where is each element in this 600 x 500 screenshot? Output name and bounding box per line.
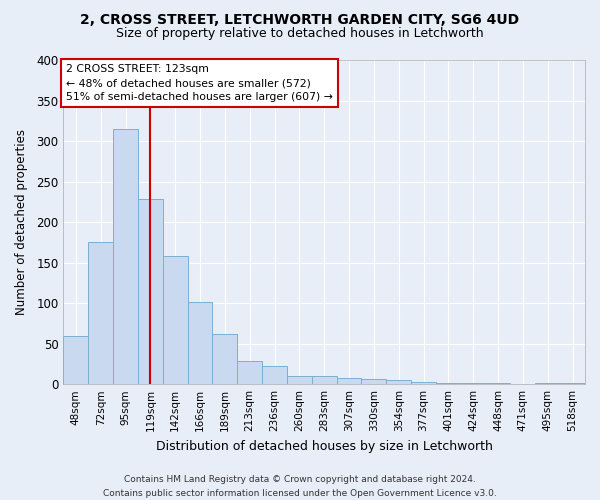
Bar — [262, 366, 287, 384]
Bar — [64, 336, 88, 384]
Bar — [436, 382, 461, 384]
Bar — [337, 378, 361, 384]
Text: 2 CROSS STREET: 123sqm
← 48% of detached houses are smaller (572)
51% of semi-de: 2 CROSS STREET: 123sqm ← 48% of detached… — [66, 64, 333, 102]
Bar — [113, 129, 138, 384]
Y-axis label: Number of detached properties: Number of detached properties — [15, 129, 28, 315]
Bar — [312, 376, 337, 384]
Bar — [386, 380, 411, 384]
X-axis label: Distribution of detached houses by size in Letchworth: Distribution of detached houses by size … — [156, 440, 493, 452]
Text: 2, CROSS STREET, LETCHWORTH GARDEN CITY, SG6 4UD: 2, CROSS STREET, LETCHWORTH GARDEN CITY,… — [80, 12, 520, 26]
Bar — [237, 362, 262, 384]
Bar — [560, 382, 585, 384]
Bar — [163, 256, 188, 384]
Bar — [212, 334, 237, 384]
Bar — [138, 200, 163, 384]
Text: Contains HM Land Registry data © Crown copyright and database right 2024.
Contai: Contains HM Land Registry data © Crown c… — [103, 476, 497, 498]
Bar — [188, 302, 212, 384]
Bar — [287, 376, 312, 384]
Text: Size of property relative to detached houses in Letchworth: Size of property relative to detached ho… — [116, 28, 484, 40]
Bar — [88, 242, 113, 384]
Bar — [411, 382, 436, 384]
Bar — [361, 380, 386, 384]
